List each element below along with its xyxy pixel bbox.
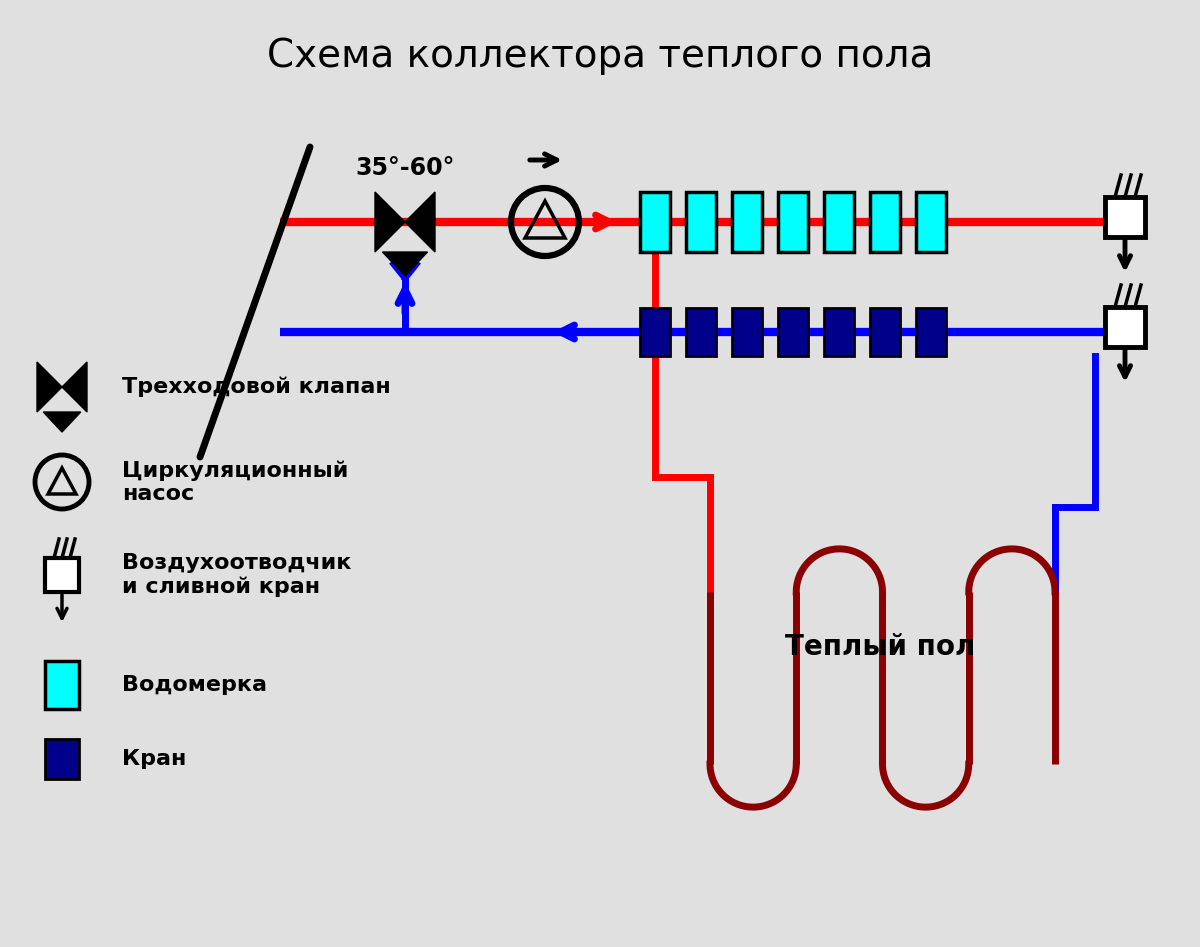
Bar (640, 192, 670, 252)
Bar (686, 308, 716, 356)
Bar (732, 192, 762, 252)
Polygon shape (37, 362, 62, 412)
Bar (824, 192, 854, 252)
Text: 35°-60°: 35°-60° (355, 156, 455, 180)
Bar (732, 308, 762, 356)
Bar (824, 308, 854, 356)
Polygon shape (374, 192, 406, 252)
Bar (916, 308, 946, 356)
Bar (778, 192, 808, 252)
Text: Теплый пол: Теплый пол (785, 633, 976, 661)
Text: Схема коллектора теплого пола: Схема коллектора теплого пола (266, 37, 934, 75)
Text: Трехходовой клапан: Трехходовой клапан (122, 377, 391, 397)
Bar (46, 739, 79, 779)
Bar (870, 192, 900, 252)
Bar (686, 192, 716, 252)
Text: Водомерка: Водомерка (122, 675, 266, 695)
Bar (1105, 197, 1145, 237)
Text: Воздухоотводчик
и сливной кран: Воздухоотводчик и сливной кран (122, 553, 352, 597)
Bar (916, 192, 946, 252)
Bar (1105, 307, 1145, 347)
Polygon shape (62, 362, 88, 412)
Bar (778, 308, 808, 356)
Polygon shape (406, 192, 434, 252)
Bar (870, 308, 900, 356)
Text: Кран: Кран (122, 749, 186, 769)
Polygon shape (43, 412, 80, 432)
Text: Циркуляционный
насос: Циркуляционный насос (122, 460, 348, 504)
Polygon shape (383, 252, 427, 276)
Bar (640, 308, 670, 356)
Bar (46, 661, 79, 709)
Bar (46, 558, 79, 592)
